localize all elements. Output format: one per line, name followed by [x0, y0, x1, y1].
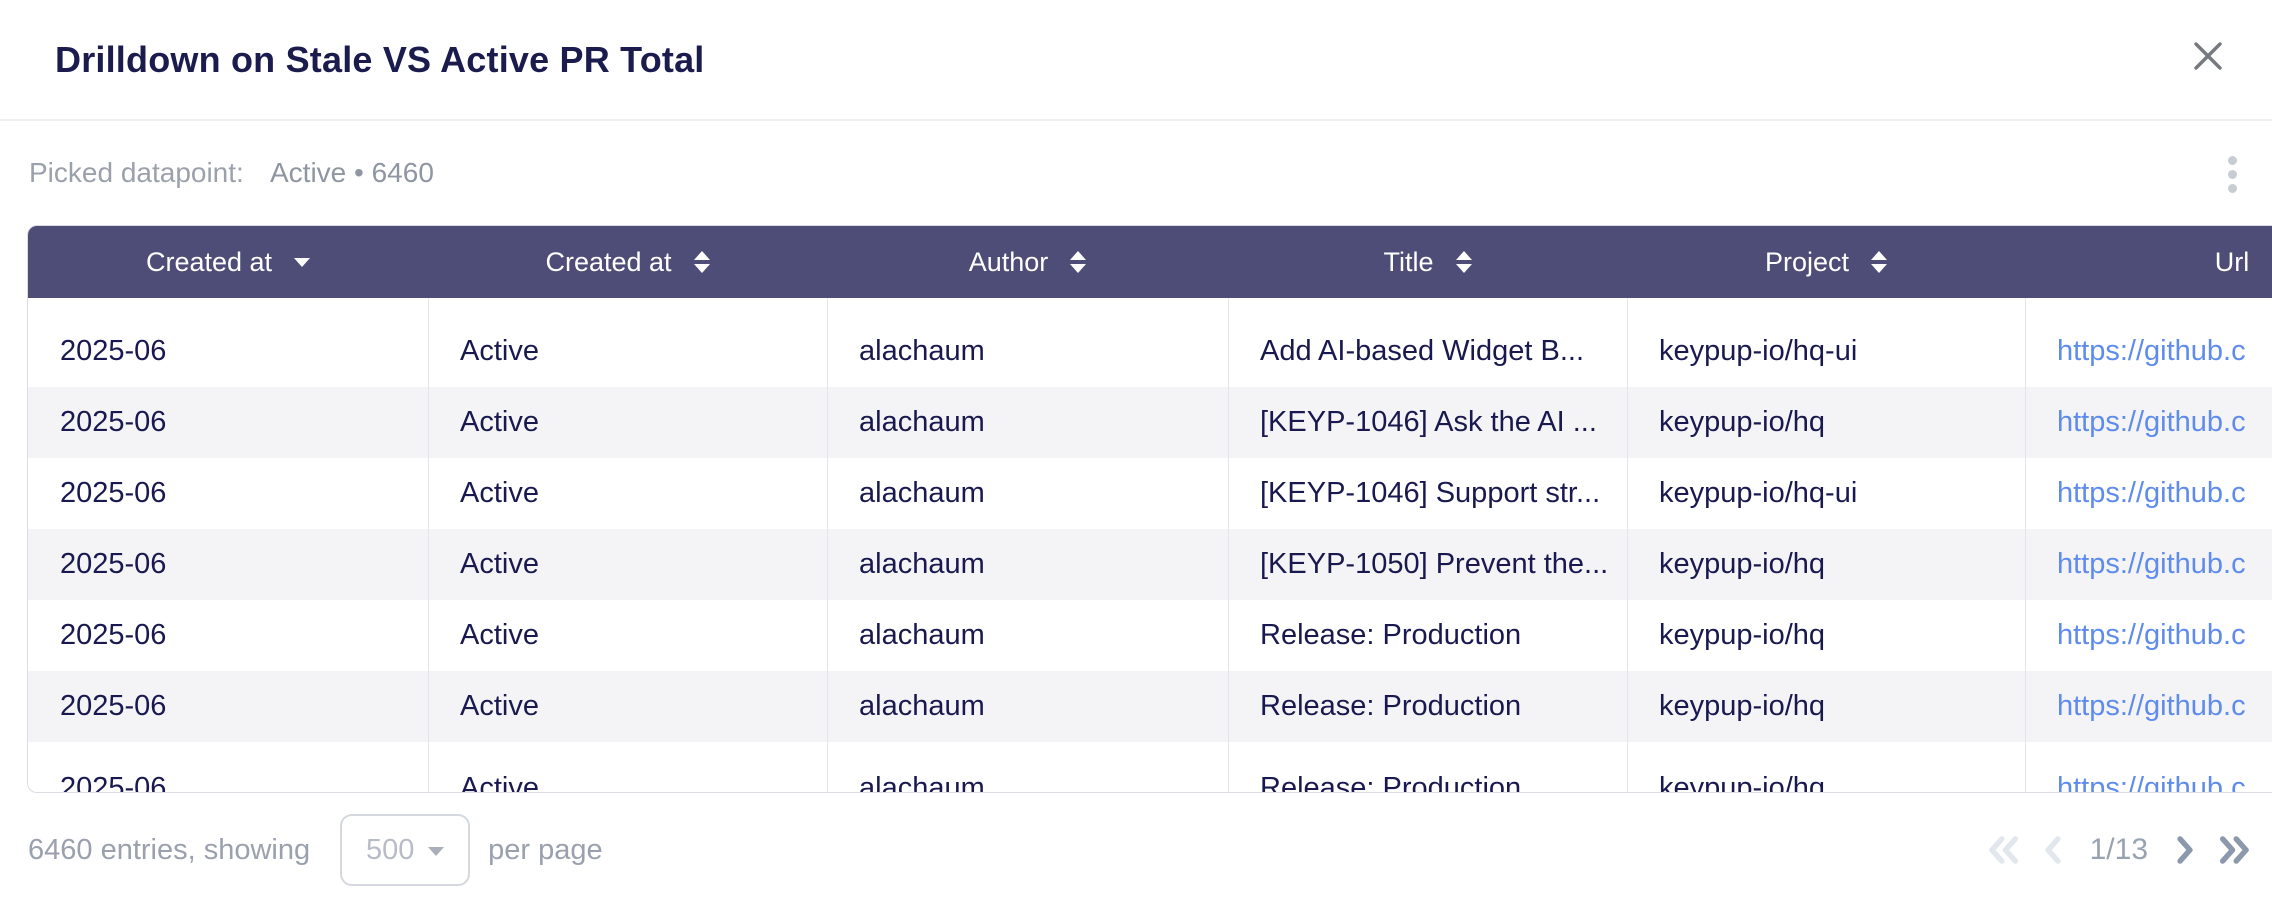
modal-header: Drilldown on Stale VS Active PR Total [0, 0, 2272, 121]
url-link-cell[interactable]: https://github.c [2057, 548, 2246, 580]
kebab-menu-icon[interactable] [2210, 150, 2254, 198]
double-chevron-left-icon [1988, 836, 2018, 864]
table-cell: keypup-io/hq [1659, 406, 1826, 438]
sort-desc-icon [294, 257, 311, 267]
next-page-button[interactable] [2168, 834, 2202, 866]
picked-datapoint-value: Active • 6460 [270, 157, 434, 188]
sort-both-icon [693, 251, 710, 273]
caret-down-icon [428, 847, 445, 856]
per-page-text: per page [488, 833, 603, 866]
table-cell: alachaum [859, 406, 985, 438]
table-cell: keypup-io/hq [1659, 619, 1826, 651]
table-cell: alachaum [859, 772, 985, 793]
modal-title: Drilldown on Stale VS Active PR Total [55, 38, 705, 80]
table-cell: 2025-06 [60, 619, 167, 651]
table-cell: Active [460, 335, 539, 367]
table-cell: Active [460, 690, 539, 722]
table-row: 2025-06 Active alachaum Add AI-based Widget… [28, 316, 2272, 387]
chevron-left-icon [2044, 836, 2061, 864]
url-link-cell[interactable]: https://github.c [2057, 690, 2246, 722]
url-link-cell[interactable]: https://github.c [2057, 406, 2246, 438]
column-header-created-at[interactable]: Created at [28, 226, 428, 298]
table-body: 2025-06 Active alachaum Add AI-based Widget… [28, 298, 2272, 792]
prev-page-button[interactable] [2036, 834, 2070, 866]
table-cell: Release: Production [1260, 619, 1522, 651]
table-cell: alachaum [859, 335, 985, 367]
table-cell: 2025-06 [60, 690, 167, 722]
column-label: Created at [545, 246, 672, 277]
table-cell: 2025-06 [60, 772, 167, 793]
column-label: Url [2214, 246, 2250, 277]
column-header-author[interactable]: Author [827, 226, 1228, 298]
sort-both-icon [1455, 251, 1472, 273]
table-row: 2025-06 Active alachaum [KEYP-1046] Support… [28, 458, 2272, 529]
table-cell: keypup-io/hq [1659, 772, 1826, 793]
table-cell: alachaum [859, 690, 985, 722]
column-header-created-at[interactable]: Created at [428, 226, 827, 298]
url-link-cell[interactable]: https://github.c [2057, 335, 2246, 367]
table-cell: Active [460, 619, 539, 651]
table-cell: 2025-06 [60, 477, 167, 509]
chevron-right-icon [2177, 836, 2193, 864]
table-cell: keypup-io/hq-ui [1659, 477, 1858, 509]
url-link-cell[interactable]: https://github.c [2057, 619, 2246, 651]
table-row: 2025-06 Active alachaum Release: Production… [28, 671, 2272, 742]
table-cell: alachaum [859, 619, 985, 651]
sort-both-icon [1070, 251, 1087, 273]
pagination-controls: 1/13 [1980, 812, 2258, 888]
table-cell: Active [460, 477, 539, 509]
table-cell: keypup-io/hq-ui [1659, 335, 1858, 367]
entries-count-text: 6460 entries, showing [28, 833, 311, 866]
column-label: Author [968, 246, 1049, 277]
table-row: 2025-06 Active alachaum [KEYP-1046] Ask the… [28, 387, 2272, 458]
table-cell: Release: Production [1260, 772, 1522, 793]
first-page-button[interactable] [1980, 834, 2026, 866]
close-button[interactable] [2183, 31, 2233, 81]
url-link-cell[interactable]: https://github.c [2057, 772, 2246, 793]
column-header-url: Url [2025, 226, 2272, 298]
table-row: 2025-06 Active alachaum [KEYP-1050] Prevent… [28, 529, 2272, 600]
column-label: Created at [145, 246, 273, 277]
table-cell: Add AI-based Widget B... [1260, 335, 1585, 367]
table-cell: Active [460, 406, 539, 438]
table-row: 2025-06 Active alachaum Release: Production… [28, 600, 2272, 671]
table-cell: keypup-io/hq [1659, 690, 1826, 722]
column-label: Project [1764, 246, 1850, 277]
close-icon [2194, 42, 2222, 70]
table-cell: Release: Production [1260, 690, 1522, 722]
page-size-select[interactable]: 500 [340, 814, 471, 886]
table-cell: [KEYP-1046] Support str... [1260, 477, 1601, 509]
picked-datapoint-label: Picked datapoint: [29, 157, 244, 188]
url-link-cell[interactable]: https://github.c [2057, 477, 2246, 509]
table-cell: Active [460, 772, 539, 793]
column-header-project[interactable]: Project [1627, 226, 2025, 298]
page-size-value: 500 [365, 833, 415, 866]
pagination-summary: 6460 entries, showing 500 per page [28, 812, 603, 888]
table-cell: Active [460, 548, 539, 580]
page-indicator: 1/13 [2089, 833, 2148, 866]
column-label: Title [1383, 246, 1434, 277]
table-cell: 2025-06 [60, 406, 167, 438]
sort-both-icon [1871, 251, 1888, 273]
table-rows: 2025-06 Active alachaum Add AI-based Widget… [28, 298, 2272, 793]
table-cell: alachaum [859, 477, 985, 509]
double-chevron-right-icon [2219, 836, 2249, 864]
table-row: 2025-06 Active alachaum Release: Production… [28, 742, 2272, 793]
table-cell: [KEYP-1046] Ask the AI ... [1260, 406, 1597, 438]
table-cell: 2025-06 [60, 335, 167, 367]
picked-datapoint-bar: Picked datapoint: Active • 6460 [0, 121, 2272, 225]
table-cell: alachaum [859, 548, 985, 580]
column-header-title[interactable]: Title [1228, 226, 1627, 298]
table-cell: keypup-io/hq [1659, 548, 1826, 580]
table-header-row: Created at Created at Author Title Project Ur… [28, 226, 2272, 298]
last-page-button[interactable] [2212, 834, 2258, 866]
drilldown-table: Created at Created at Author Title Project Ur… [27, 225, 2272, 793]
table-cell: [KEYP-1050] Prevent the... [1260, 548, 1609, 580]
table-cell: 2025-06 [60, 548, 167, 580]
